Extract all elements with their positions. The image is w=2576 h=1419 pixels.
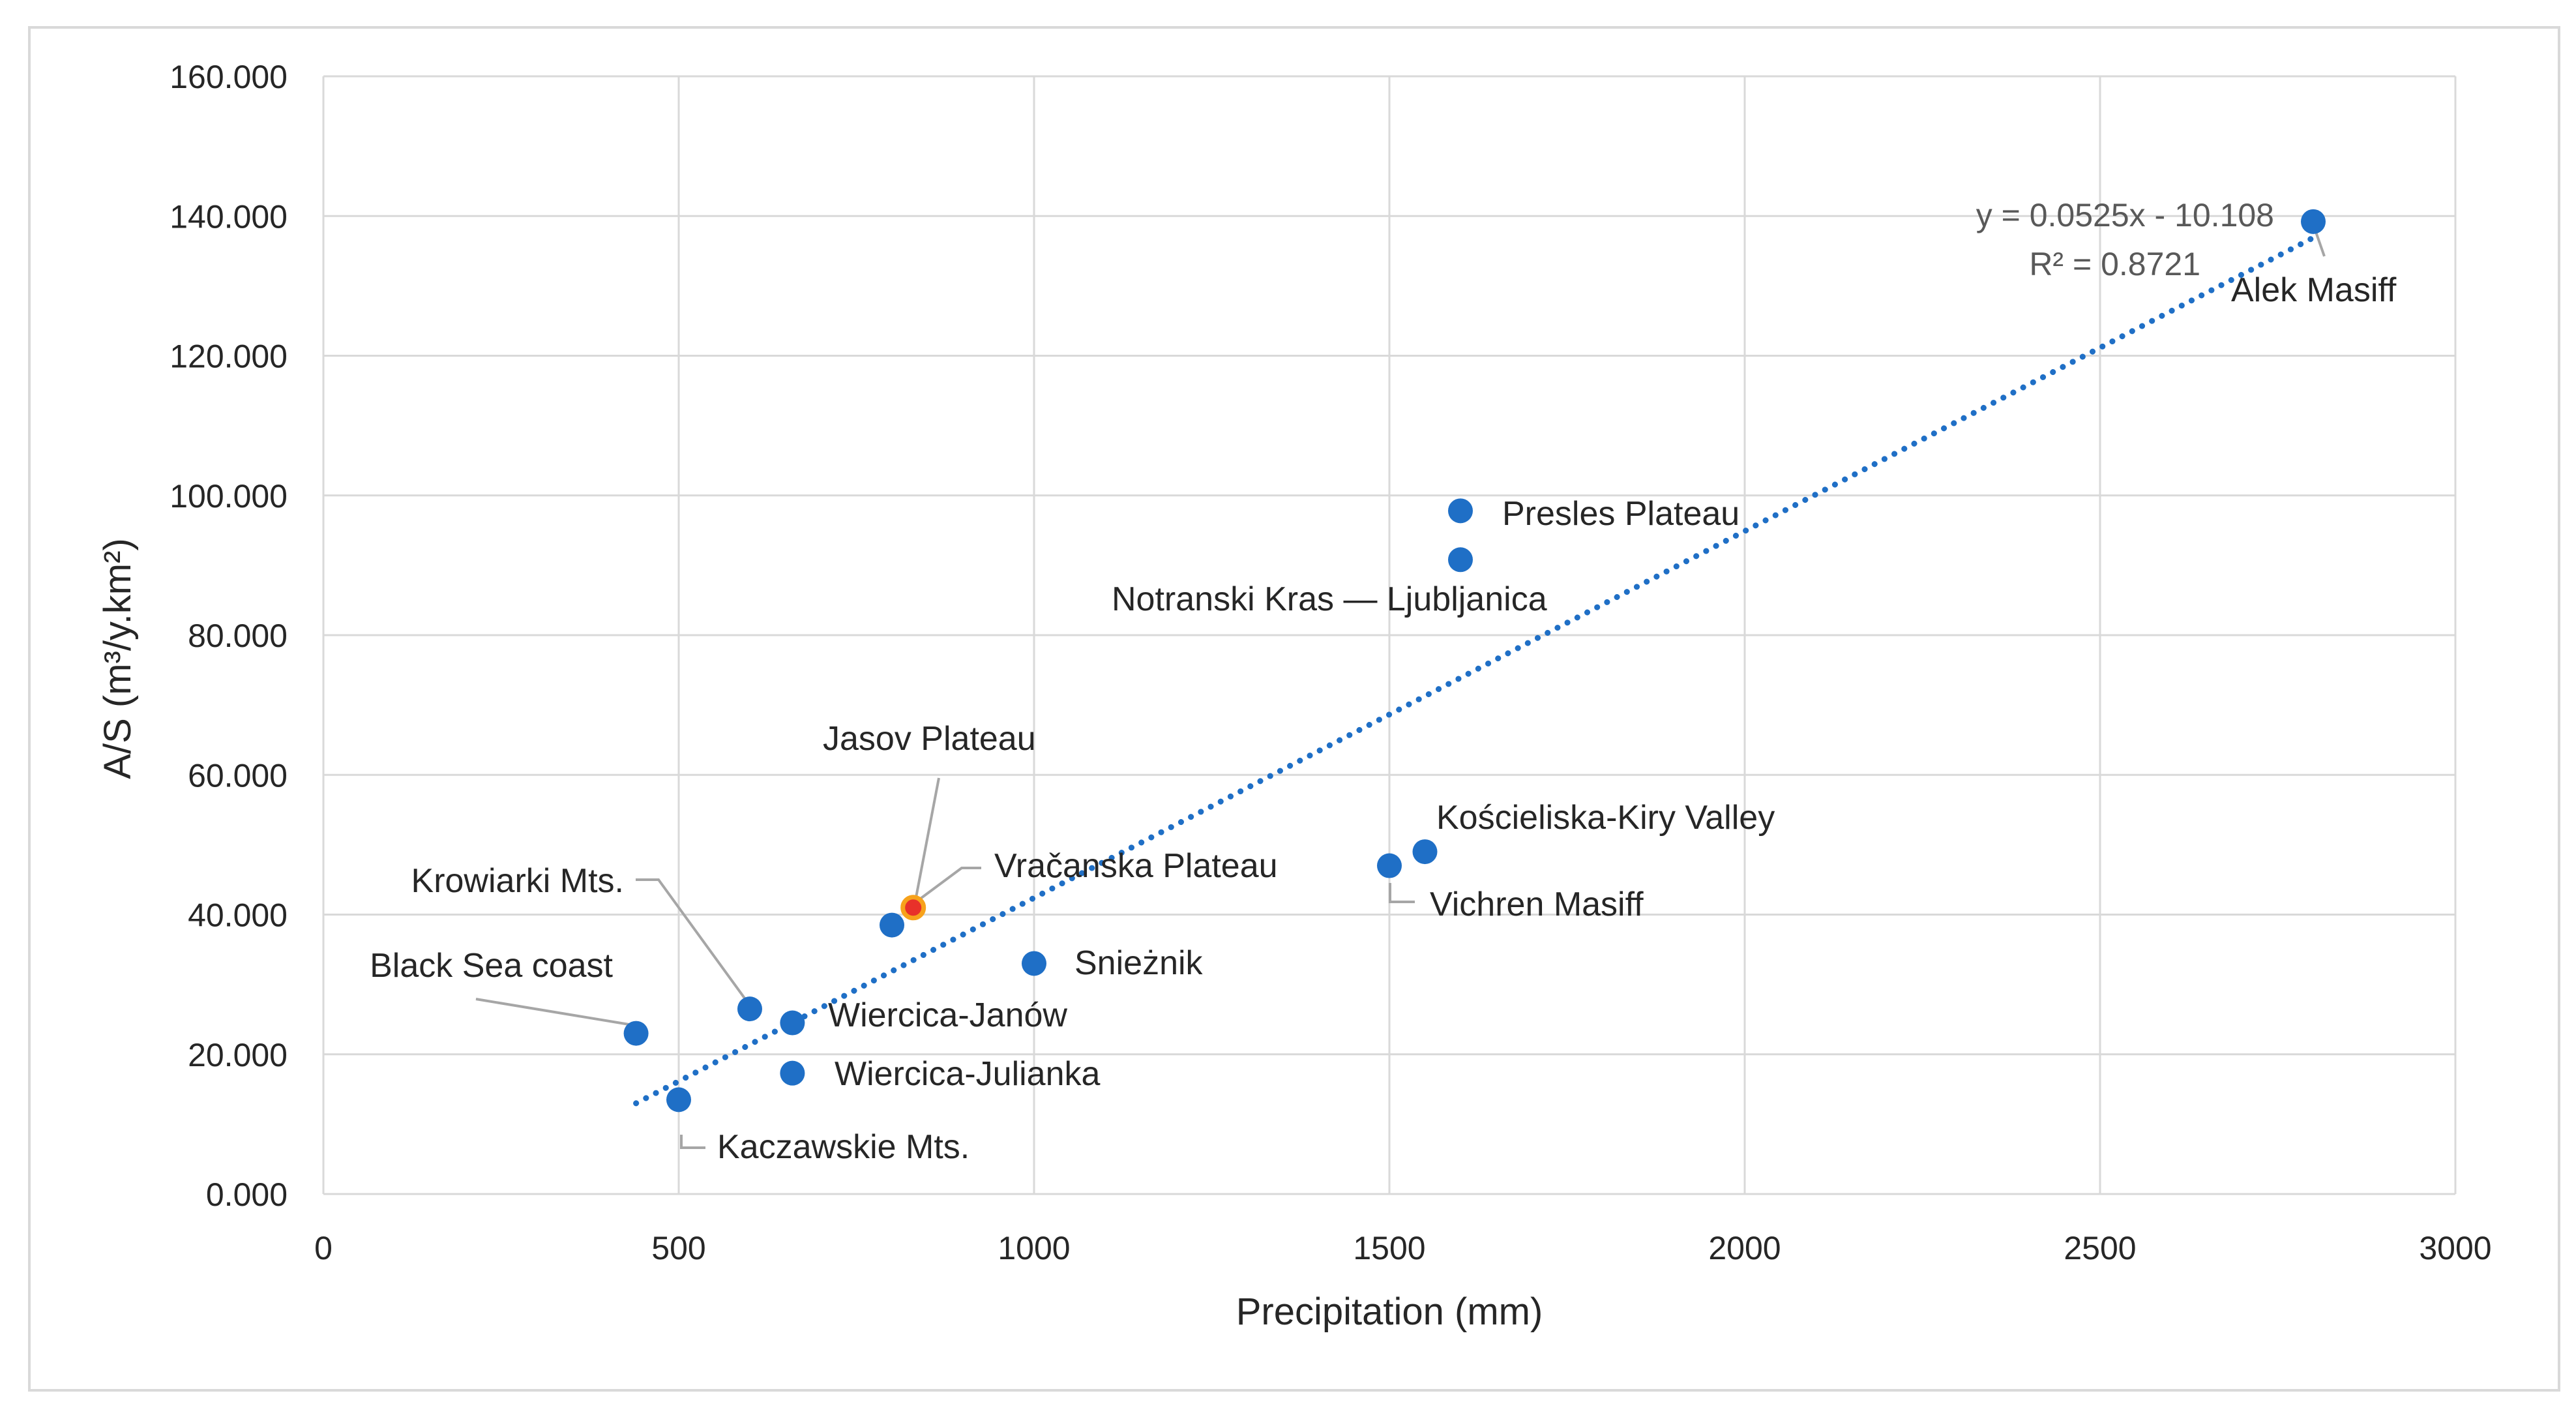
data-point-label: Notranski Kras — Ljubljanica [1112, 580, 1547, 618]
data-point [1412, 839, 1438, 865]
data-point-label: Vračanska Plateau [994, 847, 1278, 885]
y-tick-label: 80.000 [188, 618, 288, 654]
gridlines [322, 75, 2457, 1195]
leader-line [475, 998, 630, 1026]
data-point [623, 1021, 649, 1046]
data-point [1448, 547, 1473, 573]
x-tick-label: 0 [314, 1230, 333, 1266]
data-point-label: Black Sea coast [370, 947, 613, 985]
y-tick-label: 60.000 [188, 757, 288, 794]
data-point [1022, 951, 1046, 976]
trendline-equation: y = 0.0525x - 10.108 [1976, 197, 2274, 233]
y-tick-label: 120.000 [170, 338, 288, 375]
y-tick-label: 20.000 [188, 1037, 288, 1073]
leader-lines [475, 228, 2326, 1149]
x-axis-title: Precipitation (mm) [1236, 1291, 1543, 1333]
chart-border [28, 26, 2560, 1392]
data-point-label: Snieżnik [1074, 944, 1204, 982]
data-point [666, 1087, 691, 1113]
data-point-label: Kościeliska-Kiry Valley [1436, 799, 1775, 837]
y-tick-label: 160.000 [170, 59, 288, 95]
data-point [780, 1060, 805, 1086]
leader-line [636, 878, 747, 1000]
data-point-label: Vichren Masiff [1430, 886, 1644, 923]
x-tick-label: 1000 [998, 1230, 1070, 1266]
data-point [780, 1010, 805, 1036]
y-tick-label: 140.000 [170, 198, 288, 235]
leader-line [915, 867, 981, 903]
data-point-label: Kaczawskie Mts. [717, 1128, 970, 1166]
data-point [1448, 498, 1473, 524]
trendline-group: y = 0.0525x - 10.108 R² = 0.8721 [633, 197, 2317, 1107]
y-tick-label: 100.000 [170, 478, 288, 515]
point-labels: Black Sea coast Kaczawskie Mts. Krowiarki … [370, 271, 2397, 1166]
data-point [880, 912, 904, 938]
axes: 0.000 20.000 40.000 60.000 80.000 100.000 120.… [170, 59, 2491, 1266]
leader-line [680, 1135, 705, 1149]
y-tick-label: 0.000 [206, 1176, 288, 1213]
x-tick-label: 3000 [2419, 1230, 2491, 1266]
data-point [900, 895, 926, 921]
data-point-label: Presles Plateau [1502, 495, 1740, 533]
trendline-r-squared: R² = 0.8721 [2029, 246, 2200, 282]
data-point [1377, 853, 1402, 878]
x-tick-label: 2500 [2064, 1230, 2136, 1266]
data-point [737, 996, 762, 1022]
x-tick-label: 2000 [1708, 1230, 1781, 1266]
data-points [623, 209, 2326, 1113]
y-axis-title: A/S (m³/y.km²) [96, 538, 139, 779]
data-point-label: Jasov Plateau [823, 720, 1036, 758]
trendline [633, 235, 2317, 1107]
data-point-label: Wiercica-Julianka [835, 1055, 1101, 1093]
data-point-label: Wiercica-Janów [828, 996, 1067, 1034]
data-point-label: Alek Masiff [2231, 271, 2397, 309]
data-point [2301, 209, 2326, 234]
leader-line [1389, 883, 1415, 903]
y-tick-label: 40.000 [188, 897, 288, 934]
leader-line [915, 777, 940, 898]
data-point-label: Krowiarki Mts. [411, 862, 624, 900]
x-tick-label: 1500 [1353, 1230, 1425, 1266]
x-tick-label: 500 [651, 1230, 705, 1266]
